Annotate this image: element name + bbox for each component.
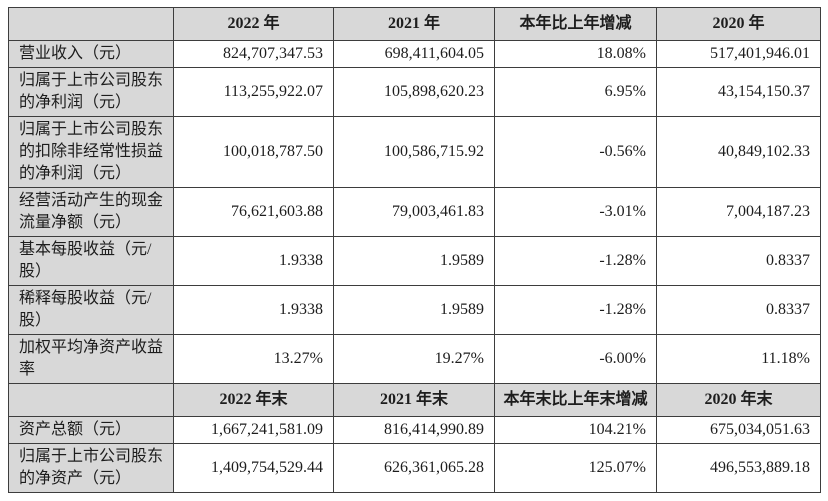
value-cell-2022: 1,409,754,529.44 — [173, 443, 334, 493]
value-cell-2020: 0.8337 — [656, 285, 821, 335]
value-cell-2020: 40,849,102.33 — [656, 116, 821, 188]
value-cell-2020: 496,553,889.18 — [656, 443, 821, 493]
value-cell-2021: 19.27% — [333, 334, 495, 384]
value-cell-2021: 1.9589 — [333, 285, 495, 335]
period-header-change: 本年比上年增减 — [494, 7, 657, 41]
value-cell-change: -1.28% — [494, 285, 657, 335]
period-header-2020: 2020 年 — [656, 7, 821, 41]
value-cell-2022: 824,707,347.53 — [173, 40, 334, 68]
value-cell-2020: 0.8337 — [656, 236, 821, 286]
row-label-cell: 基本每股收益（元/股） — [8, 236, 174, 286]
row-label-cell: 归属于上市公司股东的净资产（元） — [8, 443, 174, 493]
value-cell-change: 18.08% — [494, 40, 657, 68]
row-label-cell: 经营活动产生的现金流量净额（元） — [8, 187, 174, 237]
value-cell-2020: 517,401,946.01 — [656, 40, 821, 68]
point-header-row: 2022 年末 2021 年末 本年末比上年末增减 2020 年末 — [8, 383, 821, 417]
table-row-net-assets: 归属于上市公司股东的净资产（元） 1,409,754,529.44 626,36… — [8, 443, 821, 493]
row-label-cell: 稀释每股收益（元/股） — [8, 285, 174, 335]
table-row-basic-eps: 基本每股收益（元/股） 1.9338 1.9589 -1.28% 0.8337 — [8, 236, 821, 286]
value-cell-2022: 100,018,787.50 — [173, 116, 334, 188]
value-cell-2021: 698,411,604.05 — [333, 40, 495, 68]
period-header-row: 2022 年 2021 年 本年比上年增减 2020 年 — [8, 7, 821, 41]
value-cell-change: 104.21% — [494, 416, 657, 444]
value-cell-2021: 1.9589 — [333, 236, 495, 286]
table-row-operating-cash-flow: 经营活动产生的现金流量净额（元） 76,621,603.88 79,003,46… — [8, 187, 821, 237]
financial-summary-table: 2022 年 2021 年 本年比上年增减 2020 年 营业收入（元） 824… — [8, 7, 821, 493]
period-header-2021: 2021 年 — [333, 7, 495, 41]
value-cell-change: -6.00% — [494, 334, 657, 384]
table-row-total-assets: 资产总额（元） 1,667,241,581.09 816,414,990.89 … — [8, 416, 821, 444]
value-cell-2022: 13.27% — [173, 334, 334, 384]
value-cell-2022: 1,667,241,581.09 — [173, 416, 334, 444]
point-header-2021-end: 2021 年末 — [333, 383, 495, 417]
point-header-2020-end: 2020 年末 — [656, 383, 821, 417]
row-label-cell: 加权平均净资产收益率 — [8, 334, 174, 384]
value-cell-2021: 79,003,461.83 — [333, 187, 495, 237]
value-cell-change: -1.28% — [494, 236, 657, 286]
value-cell-2021: 626,361,065.28 — [333, 443, 495, 493]
row-label-cell: 营业收入（元） — [8, 40, 174, 68]
point-header-2022-end: 2022 年末 — [173, 383, 334, 417]
table-row-revenue: 营业收入（元） 824,707,347.53 698,411,604.05 18… — [8, 40, 821, 68]
value-cell-change: 125.07% — [494, 443, 657, 493]
table-row-diluted-eps: 稀释每股收益（元/股） 1.9338 1.9589 -1.28% 0.8337 — [8, 285, 821, 335]
row-label-cell: 归属于上市公司股东的净利润（元） — [8, 67, 174, 117]
table-row-net-profit: 归属于上市公司股东的净利润（元） 113,255,922.07 105,898,… — [8, 67, 821, 117]
value-cell-change: 6.95% — [494, 67, 657, 117]
value-cell-2021: 816,414,990.89 — [333, 416, 495, 444]
value-cell-2021: 105,898,620.23 — [333, 67, 495, 117]
value-cell-2020: 675,034,051.63 — [656, 416, 821, 444]
value-cell-change: -3.01% — [494, 187, 657, 237]
row-label-cell: 归属于上市公司股东的扣除非经常性损益的净利润（元） — [8, 116, 174, 188]
value-cell-2022: 113,255,922.07 — [173, 67, 334, 117]
table-row-weighted-avg-roe: 加权平均净资产收益率 13.27% 19.27% -6.00% 11.18% — [8, 334, 821, 384]
value-cell-2020: 7,004,187.23 — [656, 187, 821, 237]
value-cell-2022: 76,621,603.88 — [173, 187, 334, 237]
value-cell-2020: 11.18% — [656, 334, 821, 384]
period-header-empty-cell — [8, 7, 174, 41]
value-cell-2022: 1.9338 — [173, 236, 334, 286]
period-header-2022: 2022 年 — [173, 7, 334, 41]
point-header-empty-cell — [8, 383, 174, 417]
table-row-net-profit-excl-nonrecurring: 归属于上市公司股东的扣除非经常性损益的净利润（元） 100,018,787.50… — [8, 116, 821, 188]
value-cell-2021: 100,586,715.92 — [333, 116, 495, 188]
row-label-cell: 资产总额（元） — [8, 416, 174, 444]
value-cell-2020: 43,154,150.37 — [656, 67, 821, 117]
point-header-change: 本年末比上年末增减 — [494, 383, 657, 417]
value-cell-change: -0.56% — [494, 116, 657, 188]
value-cell-2022: 1.9338 — [173, 285, 334, 335]
